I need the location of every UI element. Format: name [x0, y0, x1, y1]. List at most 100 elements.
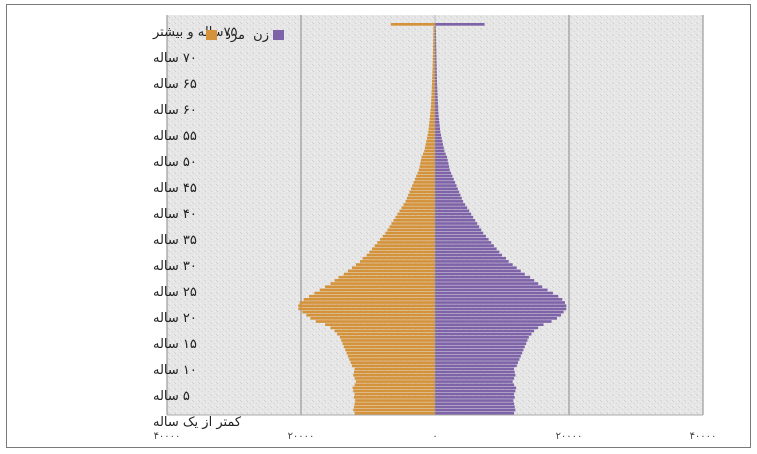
- bar-male-26: [334, 329, 435, 333]
- x-axis-labels: ۴۰۰۰۰ ۲۰۰۰۰ ۰ ۲۰۰۰۰ ۴۰۰۰۰: [154, 431, 717, 442]
- bar-male-80: [420, 158, 435, 162]
- bar-female-47: [435, 263, 513, 266]
- bar-female-110: [435, 64, 437, 67]
- bar-male-96: [430, 108, 435, 112]
- bar-male-70: [409, 190, 435, 194]
- bar-male-4: [355, 399, 435, 402]
- bar-male-65: [401, 206, 435, 210]
- bar-female-17: [435, 358, 520, 361]
- bar-male-107: [432, 73, 435, 77]
- bar-male-85: [425, 143, 435, 146]
- bar-male-28: [325, 323, 435, 327]
- x-tick-label-0: ۴۰۰۰۰: [154, 431, 181, 442]
- bar-male-61: [393, 219, 435, 222]
- bar-male-44: [343, 272, 435, 276]
- bar-male-36: [303, 298, 435, 301]
- bar-male-31: [306, 313, 435, 317]
- bar-female-119: [435, 35, 437, 39]
- bar-male-51: [369, 250, 435, 254]
- bar-male-75: [416, 174, 435, 178]
- bar-female-50: [435, 253, 502, 257]
- bar-female-84: [435, 146, 444, 149]
- bar-male-104: [431, 83, 435, 86]
- bar-female-27: [435, 326, 539, 330]
- bar-female-116: [435, 45, 437, 48]
- bar-female-49: [435, 256, 507, 260]
- bar-male-37: [309, 294, 435, 298]
- bar-male-101: [431, 92, 435, 96]
- bar-male-24: [339, 335, 435, 339]
- bar-male-16: [350, 361, 435, 364]
- bar-female-21: [435, 345, 525, 349]
- bar-male-92: [429, 121, 435, 124]
- bar-male-102: [431, 89, 435, 93]
- x-tick-label-3: ۲۰۰۰۰: [556, 431, 583, 442]
- bar-female-83: [435, 149, 445, 153]
- bar-male-83: [424, 149, 435, 153]
- bar-male-94: [429, 114, 435, 118]
- bar-male-105: [432, 79, 435, 83]
- y-tick-label-7: ۳۵ ساله: [153, 233, 197, 248]
- bar-female-94: [435, 114, 439, 118]
- bar-female-80: [435, 158, 448, 162]
- bar-male-40: [325, 285, 435, 289]
- bar-male-116: [433, 45, 435, 48]
- bar-male-33: [298, 307, 435, 311]
- bar-female-48: [435, 260, 509, 263]
- bar-male-49: [362, 256, 435, 260]
- bar-male-90: [428, 127, 435, 131]
- bar-male-67: [405, 200, 435, 203]
- bar-female-18: [435, 354, 521, 358]
- bar-female-41: [435, 282, 539, 285]
- bar-female-121: [435, 29, 436, 33]
- y-tick-label-0: کمتر از یک ساله: [153, 415, 242, 430]
- bar-male-27: [330, 326, 435, 330]
- bar-female-15: [435, 364, 517, 368]
- bar-male-14: [354, 367, 435, 371]
- bar-male-95: [430, 111, 435, 115]
- bar-female-60: [435, 222, 478, 225]
- bar-male-25: [337, 332, 435, 336]
- bar-female-0: [435, 411, 515, 415]
- bar-male-12: [353, 373, 435, 377]
- bar-male-119: [433, 35, 435, 39]
- bar-female-51: [435, 250, 500, 254]
- bar-male-29: [315, 320, 435, 323]
- bar-male-111: [432, 60, 435, 64]
- bar-female-45: [435, 269, 521, 273]
- bar-male-53: [374, 244, 435, 247]
- bar-female-108: [435, 70, 437, 74]
- bar-male-91: [428, 124, 435, 127]
- bar-female-70: [435, 190, 460, 194]
- bar-female-26: [435, 329, 535, 333]
- y-tick-label-6: ۳۰ ساله: [153, 259, 197, 274]
- bar-female-63: [435, 212, 472, 216]
- bar-female-106: [435, 76, 437, 80]
- y-tick-label-10: ۵۰ ساله: [153, 155, 197, 170]
- population-pyramid-chart: کمتر از یک ساله ۵ ساله ۱۰ ساله ۱۵ ساله ۲۰ سا…: [152, 15, 717, 442]
- bar-female-46: [435, 266, 517, 270]
- bar-female-91: [435, 124, 440, 127]
- bar-female-76: [435, 171, 452, 175]
- bar-female-33: [435, 307, 567, 311]
- bar-male-112: [432, 57, 435, 61]
- legend: زن مرد: [206, 28, 284, 43]
- bar-male-48: [359, 260, 435, 263]
- bar-male-82: [422, 152, 435, 156]
- bar-female-58: [435, 228, 482, 232]
- bar-female-69: [435, 193, 461, 197]
- bar-male-93: [429, 117, 435, 121]
- bar-female-97: [435, 105, 439, 108]
- bar-male-77: [418, 168, 435, 172]
- bar-male-86: [426, 139, 435, 143]
- bar-male-15: [351, 364, 435, 368]
- bar-male-106: [432, 76, 435, 80]
- bar-female-43: [435, 275, 531, 279]
- bar-female-72: [435, 184, 457, 187]
- bar-female-73: [435, 181, 456, 184]
- bar-female-107: [435, 73, 437, 77]
- bar-female-100: [435, 95, 438, 99]
- bar-male-69: [408, 193, 435, 197]
- bar-female-112: [435, 57, 437, 61]
- bar-female-52: [435, 247, 497, 251]
